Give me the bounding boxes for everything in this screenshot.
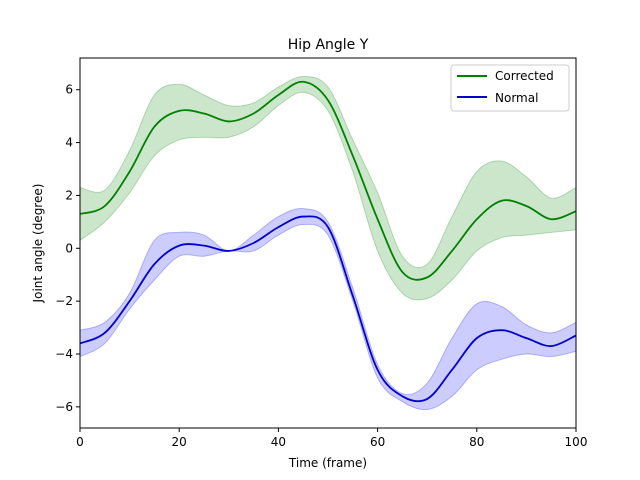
line-normal bbox=[79, 215, 577, 403]
x-tick-label: 100 bbox=[565, 435, 588, 449]
y-tick-label: 2 bbox=[65, 188, 73, 202]
chart-title: Hip Angle Y bbox=[288, 37, 369, 53]
x-tick-label: 40 bbox=[271, 435, 286, 449]
y-tick-label: −6 bbox=[55, 400, 73, 414]
x-tick-label: 20 bbox=[172, 435, 187, 449]
y-axis-ticks: −6 −4 −2 0 2 4 6 bbox=[55, 83, 80, 414]
plot-area-frame bbox=[79, 57, 577, 429]
y-tick-label: 0 bbox=[65, 241, 73, 255]
legend: Corrected Normal bbox=[450, 64, 570, 112]
x-axis-title: Time (frame) bbox=[288, 456, 367, 470]
y-tick-label: −4 bbox=[55, 347, 73, 361]
legend-label-normal: Normal bbox=[495, 91, 538, 105]
x-tick-label: 80 bbox=[469, 435, 484, 449]
y-tick-label: 6 bbox=[65, 83, 73, 97]
line-corrected bbox=[79, 80, 577, 281]
x-axis-ticks: 0 20 40 60 80 100 bbox=[76, 428, 587, 449]
y-axis-title: Joint angle (degree) bbox=[31, 184, 45, 304]
y-tick-label: 4 bbox=[65, 136, 73, 150]
legend-label-corrected: Corrected bbox=[495, 69, 554, 83]
series-lines bbox=[79, 80, 577, 403]
x-tick-label: 0 bbox=[76, 435, 84, 449]
band-normal bbox=[79, 208, 577, 411]
x-tick-label: 60 bbox=[370, 435, 385, 449]
y-tick-label: −2 bbox=[55, 294, 73, 308]
